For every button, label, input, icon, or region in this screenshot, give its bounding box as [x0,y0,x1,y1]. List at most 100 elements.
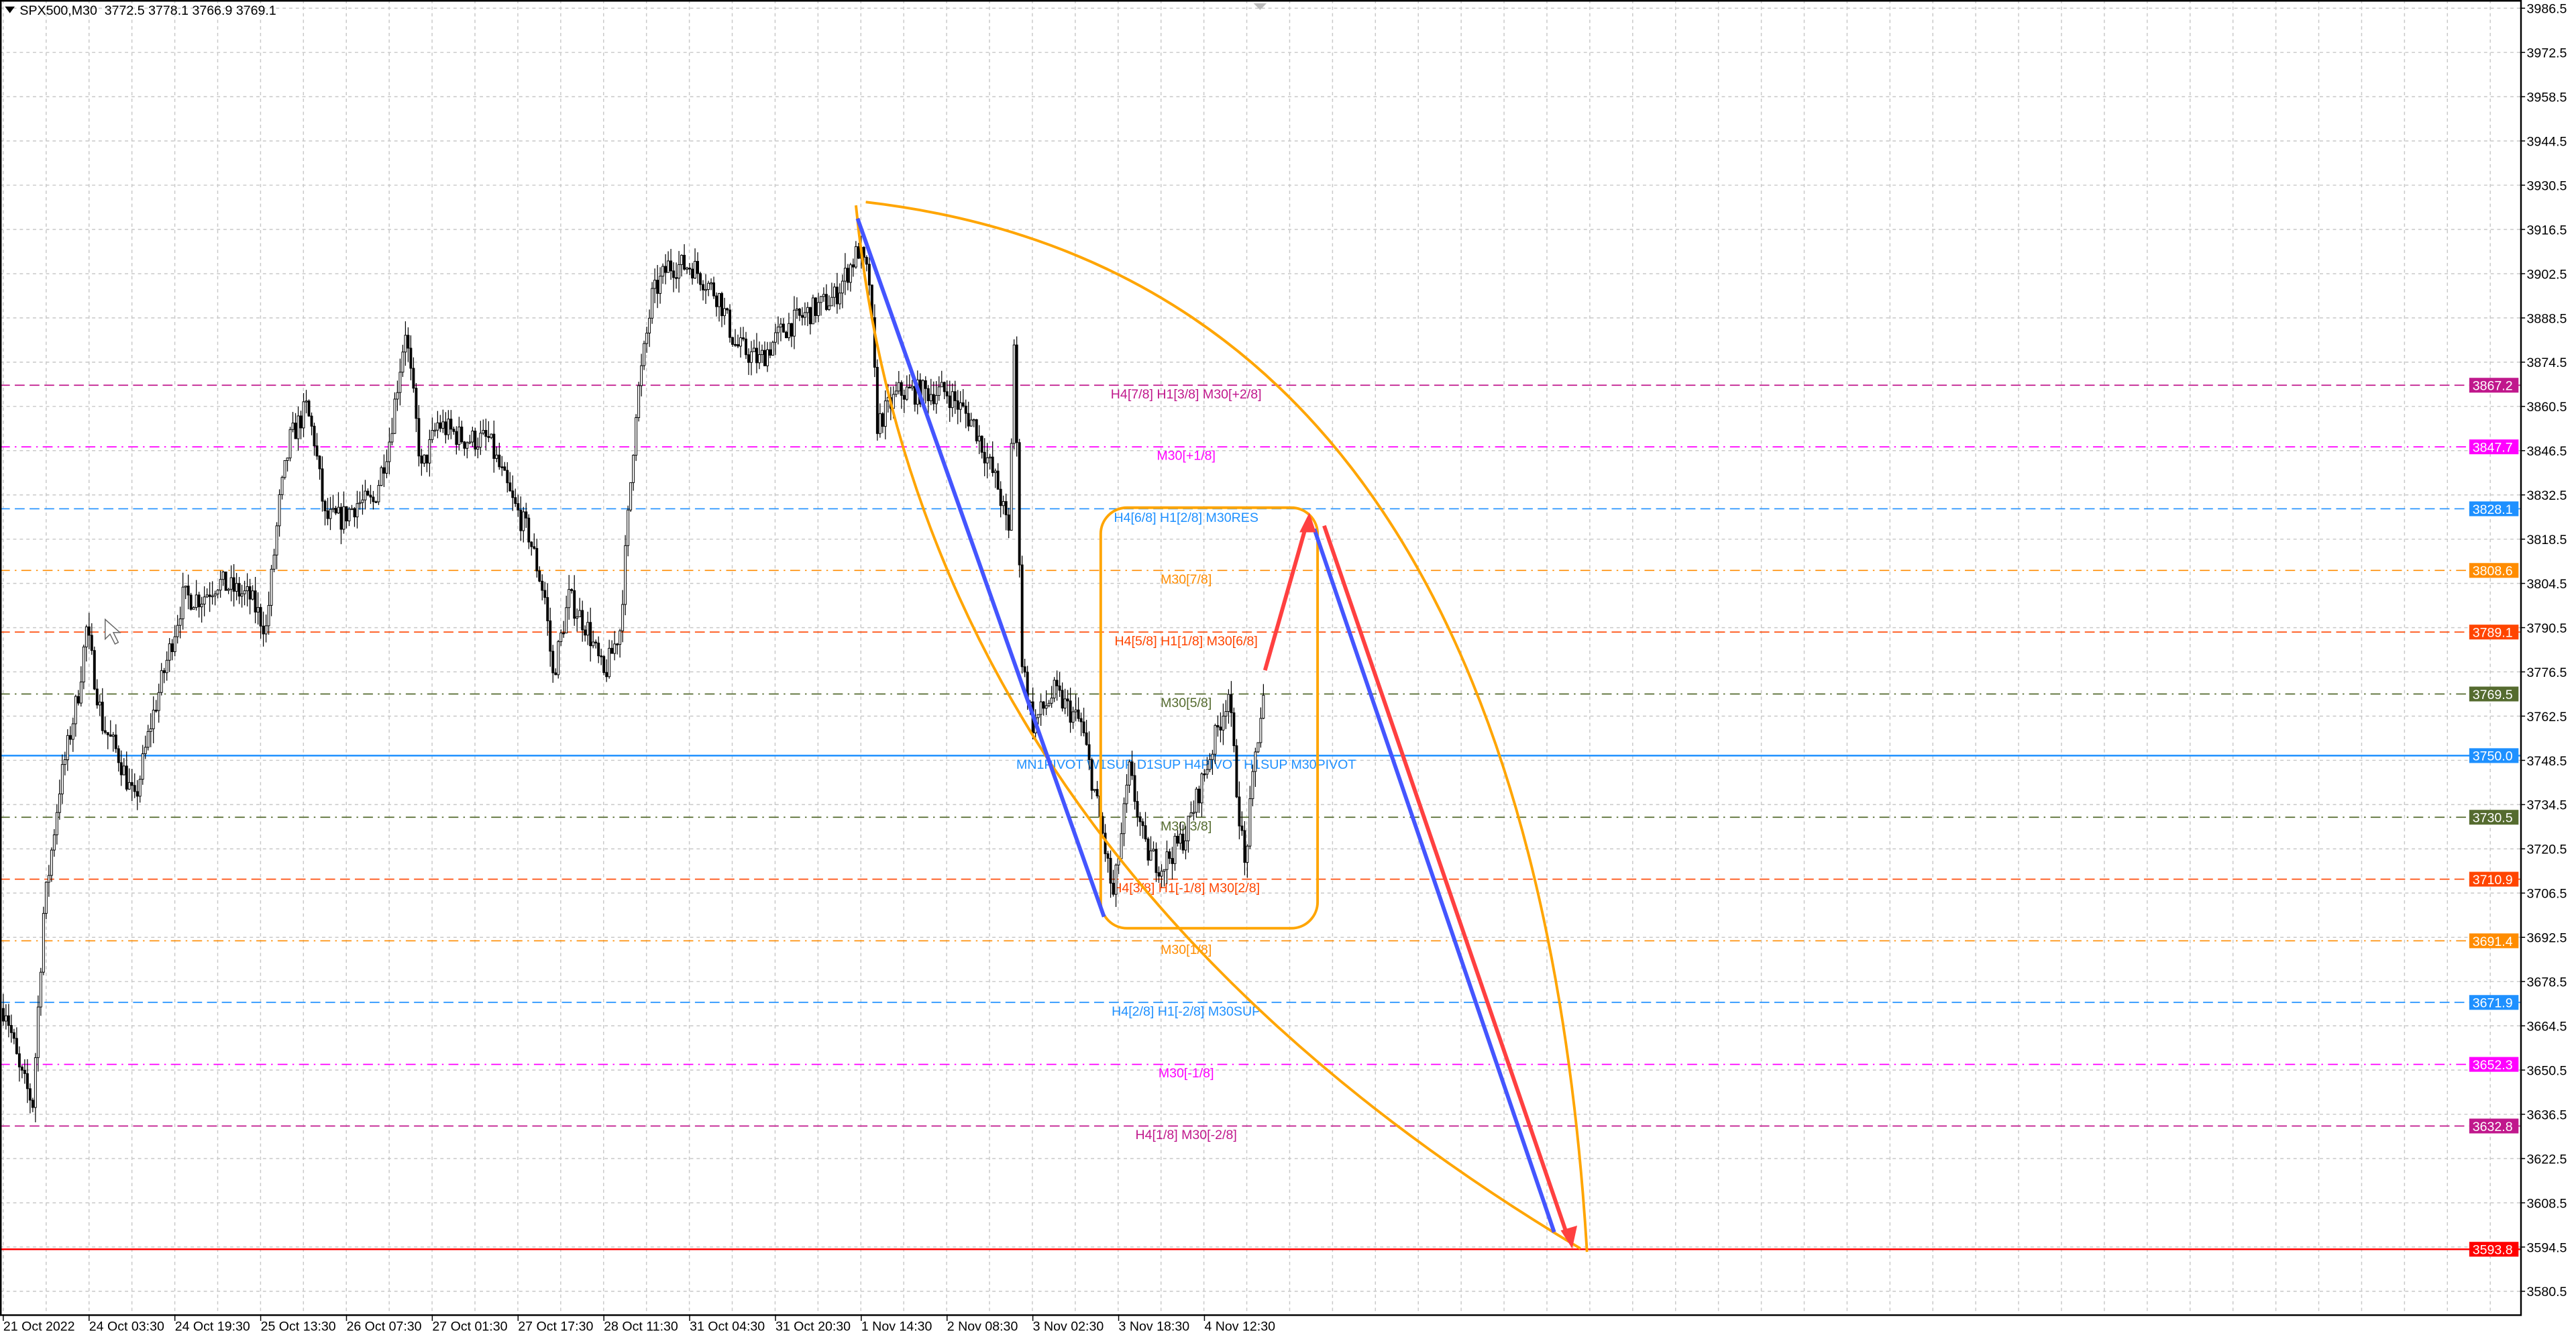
candle-body [777,326,780,333]
candle [396,380,399,411]
candle-body [808,307,812,325]
candle [937,376,941,401]
range-box[interactable] [1099,506,1320,930]
candle-body [9,1025,13,1033]
candle [1149,836,1152,861]
candle-body [168,643,171,661]
candle-body [696,261,700,274]
candle-body [87,626,91,636]
candle [1039,694,1042,727]
candle-body [1007,515,1010,531]
candle-body [157,692,160,711]
candle-body [790,323,793,337]
candle [12,1028,15,1045]
candle-body [232,577,235,592]
candle [1235,739,1238,798]
candle [490,433,493,439]
candle-body [200,604,203,608]
candle-body [1240,825,1244,831]
candle-body [189,594,193,610]
arc-left[interactable] [854,205,1581,1250]
candle-body [1224,711,1228,716]
candle-body [926,388,930,401]
candle [969,413,973,427]
candle-body [337,506,340,514]
level-label: H4[2/8] H1[-2/8] M30SUP [1112,1004,1260,1019]
candle-body [824,294,828,310]
candle-body [943,382,946,392]
candle [243,580,246,606]
candle-body [780,323,782,327]
candle-body [900,382,903,396]
candle-body [7,1015,10,1026]
candle [645,326,649,354]
candle-body [1179,833,1182,844]
candle-body [315,445,319,457]
candle-body [1047,702,1051,706]
candle-body [1216,725,1220,728]
candle [959,390,962,423]
candle-body [517,503,520,511]
candle [624,535,627,616]
price-tag-label: 3828.1 [2473,502,2513,517]
candle [1208,753,1212,773]
candle [739,327,742,358]
candle [474,427,477,456]
y-tick-label: 3916.5 [2527,223,2567,237]
candle [240,584,244,608]
candle [1141,818,1144,839]
arc-right[interactable] [865,201,1589,1252]
candle-body [178,619,182,626]
candle-body [551,651,555,674]
triangle-down-icon[interactable] [5,6,15,13]
candle [1227,689,1230,724]
candle [1197,786,1201,813]
time-axis[interactable]: 21 Oct 2022 24 Oct 03:30 24 Oct 19:30 25 Oc… [3,1314,1275,1334]
y-tick-label: 3972.5 [2527,46,2567,61]
candle [178,606,182,639]
candle [152,696,155,743]
candle [1071,706,1075,729]
y-tick-label: 3888.5 [2527,311,2567,326]
candle [42,906,45,975]
candle-body [857,246,860,259]
candle [15,1027,18,1055]
price-tag [2469,995,2519,1010]
trend-line-blue-2[interactable] [1312,528,1556,1233]
candle [1230,681,1233,727]
candle-body [436,422,439,431]
candle-body [95,688,99,706]
candle-body [1095,789,1099,797]
arrow-red-up[interactable] [1263,525,1308,671]
trend-line-blue-1[interactable] [855,217,1106,918]
candle [141,745,144,785]
candle-body [964,405,967,414]
candle [98,694,101,716]
candle [372,490,375,510]
candle-body [133,785,136,792]
candle-body [651,288,654,319]
candle [17,1046,21,1082]
candle-body [221,572,225,580]
candle-body [50,849,53,876]
candle [347,506,351,527]
arrow-red-down[interactable] [1322,525,1570,1236]
candle-body [1058,685,1061,691]
candle [162,667,166,684]
candle-body [219,579,222,591]
candle-body [173,636,176,652]
candle [635,414,638,462]
candle-body [117,748,120,763]
price-axis[interactable]: 3986.5 3972.5 3958.5 3944.5 3930.5 3916.5 3902… [2520,2,2567,1300]
y-tick-label: 3748.5 [2527,754,2567,769]
candle [710,278,713,290]
candle-body [297,415,300,439]
candle [926,384,930,415]
candle-body [248,586,252,600]
candle [34,1053,37,1122]
candle [68,726,72,745]
candle [458,417,461,451]
candle [632,454,635,491]
